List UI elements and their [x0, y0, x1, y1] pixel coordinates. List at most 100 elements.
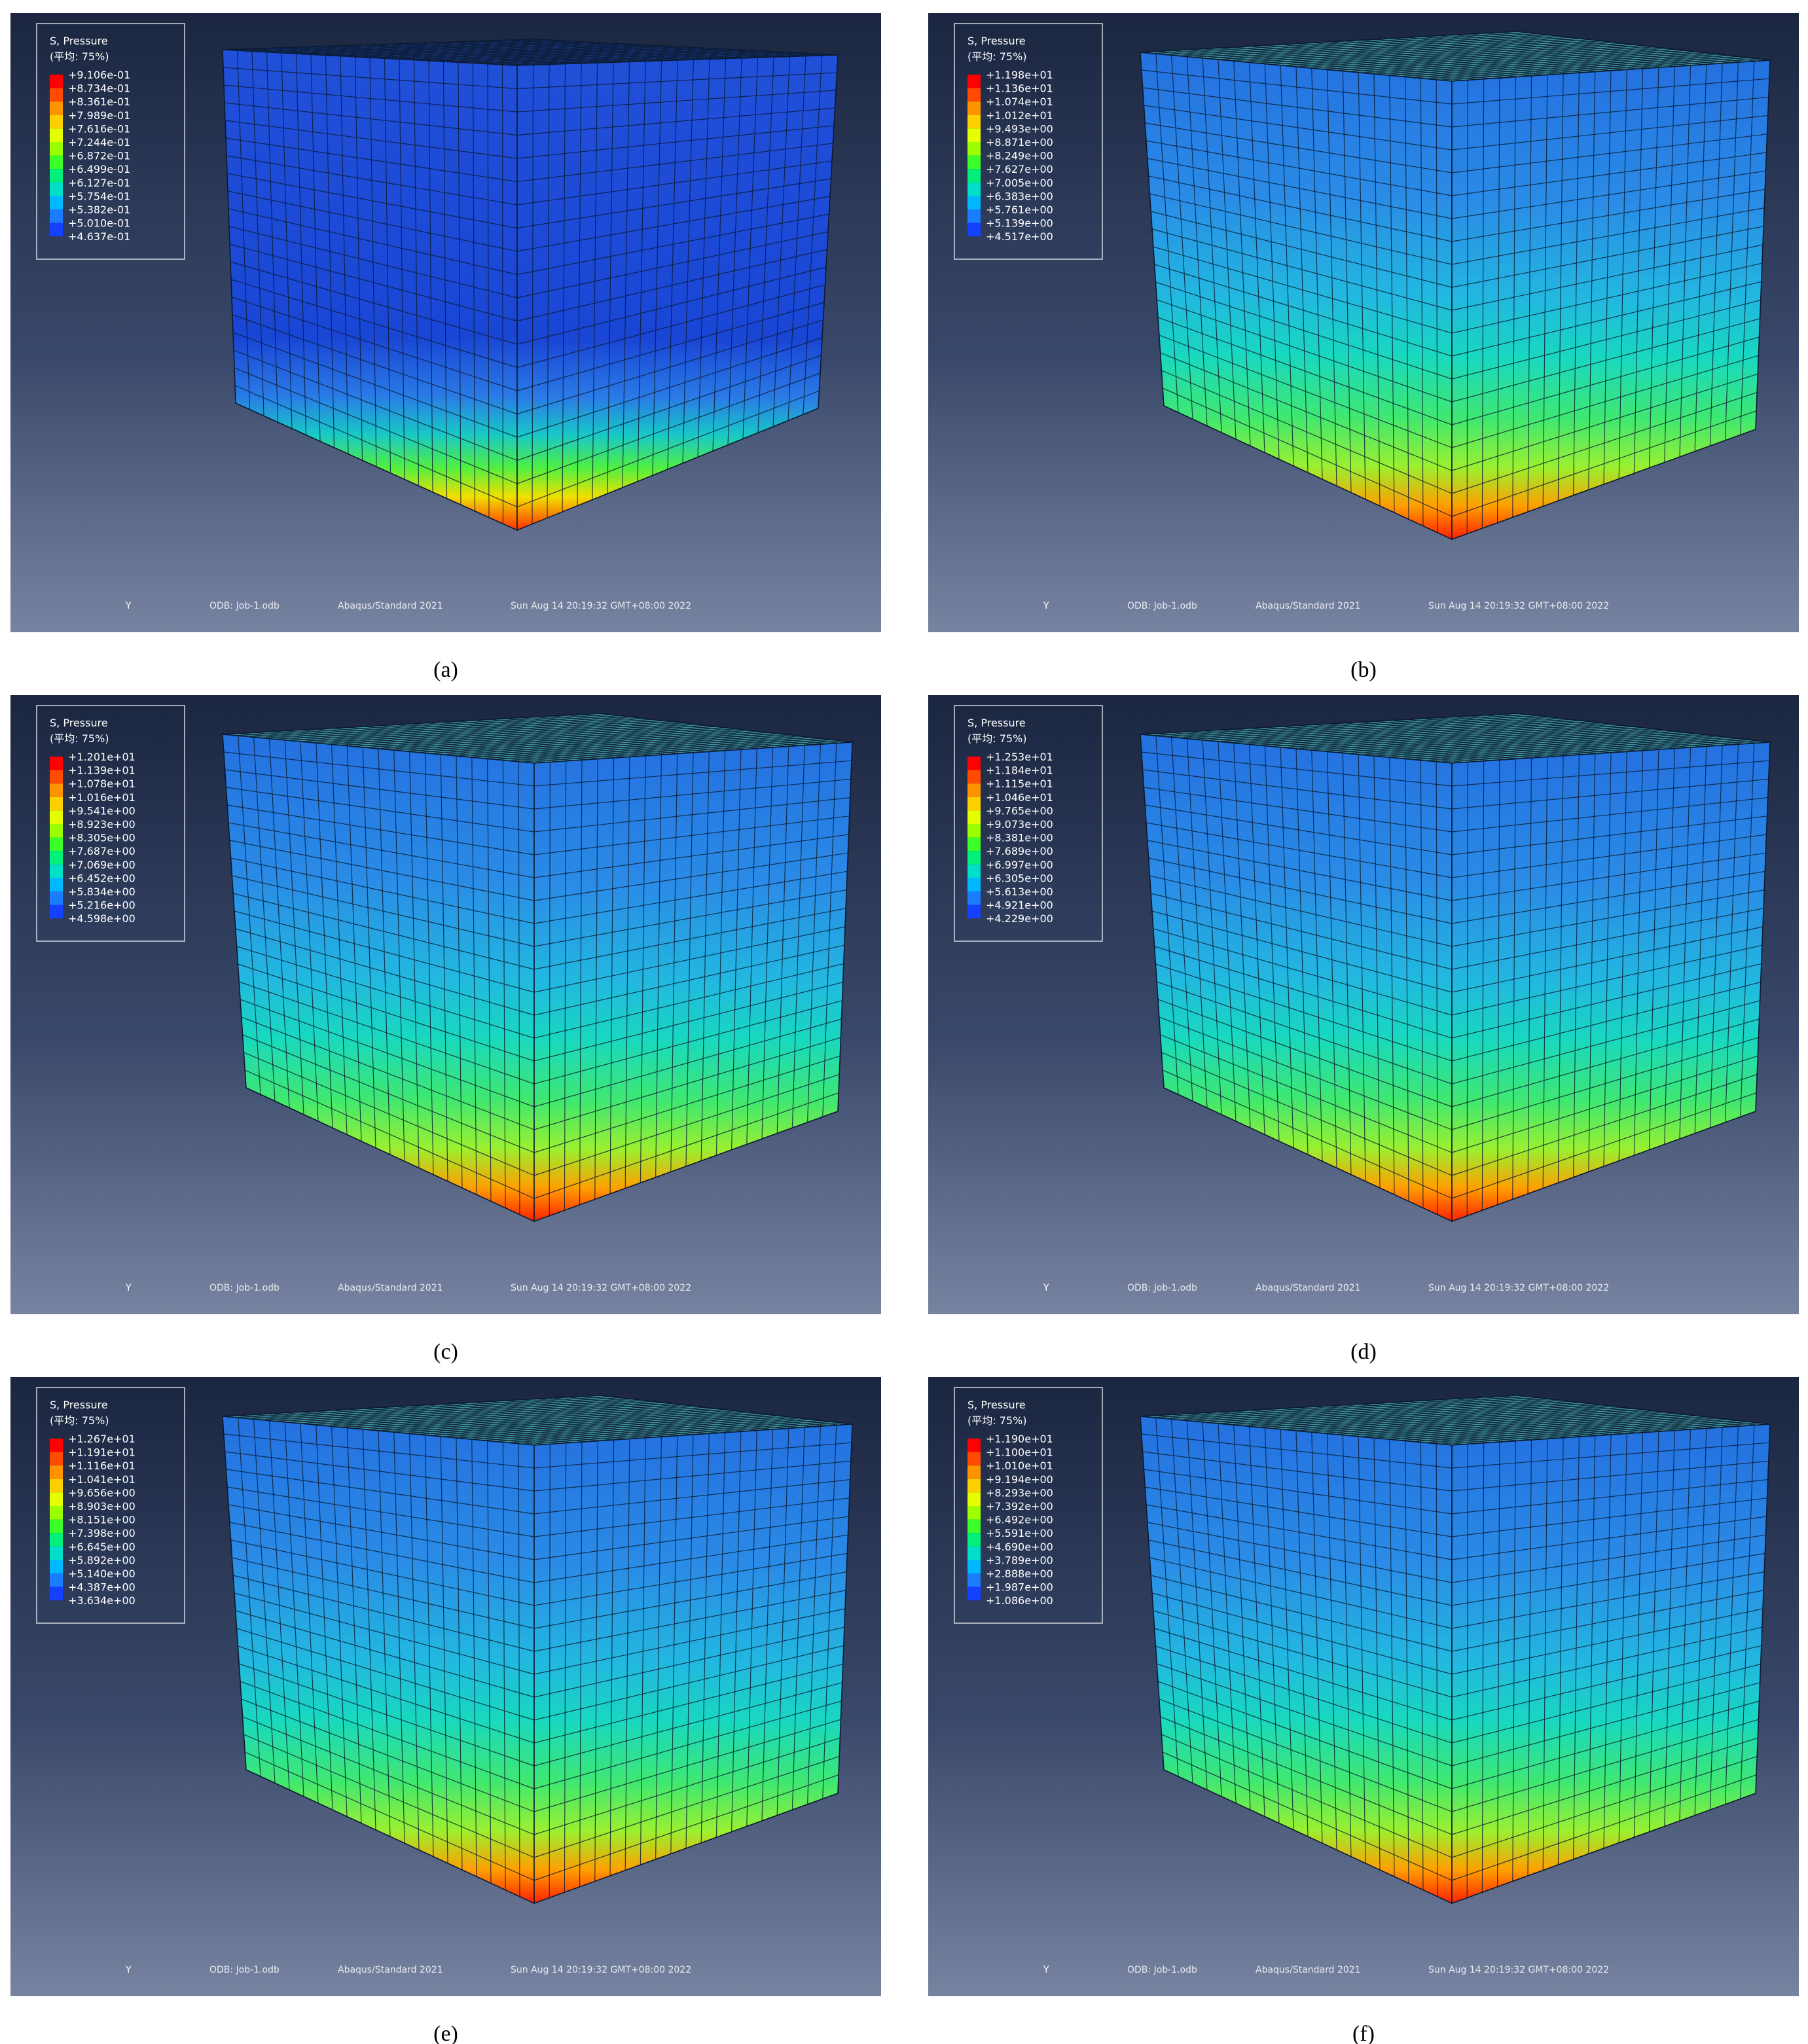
legend-subtitle: (平均: 75%) — [50, 1414, 109, 1427]
mesh-line — [502, 1442, 506, 1890]
legend-swatch — [50, 1506, 63, 1520]
legend-value: +7.627e+00 — [986, 163, 1053, 175]
mesh-line — [1151, 910, 1453, 993]
legend-value: +3.789e+00 — [986, 1554, 1053, 1566]
mesh-line — [508, 1421, 831, 1443]
legend-value: +6.997e+00 — [986, 859, 1053, 871]
mesh-line — [533, 1055, 841, 1153]
legend-value: +1.253e+01 — [986, 751, 1053, 763]
mesh-line — [1327, 751, 1337, 1168]
axis-label: Y — [1043, 1965, 1049, 1975]
legend-subtitle: (平均: 75%) — [967, 50, 1027, 63]
panel: S, Pressure (平均: 75%) +1.267e+01+1.191e+01… — [10, 1377, 881, 1996]
mesh-line — [231, 296, 518, 391]
legend-swatch — [50, 810, 63, 824]
mesh-line — [1451, 1000, 1760, 1085]
mesh-line — [1451, 244, 1763, 311]
mesh-line — [533, 1074, 840, 1176]
mesh-line — [505, 54, 825, 65]
legend-box — [36, 705, 185, 942]
mesh-line — [233, 350, 518, 461]
mesh-line — [393, 750, 405, 1162]
legend-value: +8.734e-01 — [68, 82, 130, 95]
legend-value: +9.765e+00 — [986, 804, 1053, 817]
legend-swatch — [50, 209, 63, 223]
legend-value: +1.016e+01 — [68, 791, 136, 804]
mesh-line — [700, 1433, 710, 1843]
legend-value: +1.201e+01 — [68, 751, 136, 763]
mesh-line — [516, 372, 821, 484]
legend-value: +5.613e+00 — [986, 886, 1053, 898]
mesh-line — [238, 1645, 535, 1744]
mesh-line — [731, 749, 742, 1150]
mesh-line — [413, 60, 420, 486]
legend-swatch — [967, 1479, 981, 1493]
mesh-line — [1157, 1681, 1453, 1789]
mesh-line — [1451, 410, 1757, 517]
mesh-line — [1451, 1626, 1763, 1698]
mesh-line — [1740, 743, 1755, 1117]
mesh-line — [807, 1426, 821, 1804]
mesh-line — [700, 751, 710, 1161]
mesh-line — [443, 61, 448, 499]
mesh-line — [399, 59, 405, 480]
mesh-line — [1451, 1645, 1762, 1721]
mesh-line — [1160, 352, 1453, 471]
mesh-line — [1151, 1592, 1453, 1675]
cube-right-face-edge — [516, 54, 839, 531]
mesh-line — [772, 56, 791, 427]
mesh-line — [236, 946, 535, 1039]
legend-value: +5.892e+00 — [68, 1554, 136, 1566]
cube-right-face — [1452, 60, 1770, 539]
legend-value: +5.010e-01 — [68, 217, 130, 230]
legend-swatch — [967, 1519, 981, 1533]
mesh-line — [568, 1397, 826, 1427]
cube-right-face — [534, 1424, 852, 1903]
axis-label: Y — [125, 1283, 132, 1293]
mesh-line — [242, 1716, 535, 1835]
mesh-line — [533, 1737, 841, 1835]
legend-swatch — [967, 905, 981, 919]
mesh-line — [1664, 748, 1675, 1145]
mesh-line — [715, 750, 726, 1156]
panel-caption: (d) — [1350, 1340, 1377, 1364]
mesh-line — [533, 1664, 843, 1744]
mesh-line — [384, 58, 391, 473]
legend-value: +8.903e+00 — [68, 1500, 136, 1513]
mesh-line — [238, 963, 535, 1062]
mesh-line — [1436, 79, 1438, 533]
mesh-line — [1413, 56, 1739, 79]
mesh-line — [776, 1428, 789, 1816]
mesh-line — [1451, 926, 1763, 993]
legend-title: S, Pressure — [967, 717, 1026, 729]
mesh-line — [1436, 761, 1438, 1215]
legend-value: +1.987e+00 — [986, 1581, 1053, 1594]
legend-swatch — [50, 1560, 63, 1573]
mesh-line — [516, 231, 829, 298]
legend-value: +2.888e+00 — [986, 1568, 1053, 1580]
mesh-line — [1740, 1425, 1755, 1799]
mesh-line — [241, 1698, 535, 1812]
legend-value: +5.761e+00 — [986, 204, 1053, 216]
legend-swatch — [967, 1492, 981, 1506]
mesh-line — [1400, 1419, 1728, 1441]
panel-caption: (e) — [433, 2022, 458, 2044]
mesh-line — [241, 1016, 535, 1130]
mesh-line — [533, 944, 845, 1016]
mesh-line — [1451, 1700, 1760, 1789]
mesh-line — [533, 1037, 841, 1130]
mesh-line — [1649, 67, 1659, 468]
mesh-line — [1501, 713, 1757, 744]
mesh-line — [1358, 72, 1366, 499]
legend-value: +1.012e+01 — [986, 109, 1053, 122]
mesh-line — [1725, 1426, 1739, 1804]
legend-value: +1.136e+01 — [986, 82, 1053, 95]
mesh-line — [495, 738, 821, 761]
mesh-line — [1373, 755, 1381, 1189]
mesh-line — [1451, 355, 1759, 448]
mesh-line — [1709, 1427, 1723, 1810]
mesh-line — [682, 60, 695, 463]
odb-name: ODB: Job-1.odb — [1127, 1283, 1197, 1293]
legend-swatch — [50, 155, 63, 170]
mesh-line — [228, 226, 518, 298]
